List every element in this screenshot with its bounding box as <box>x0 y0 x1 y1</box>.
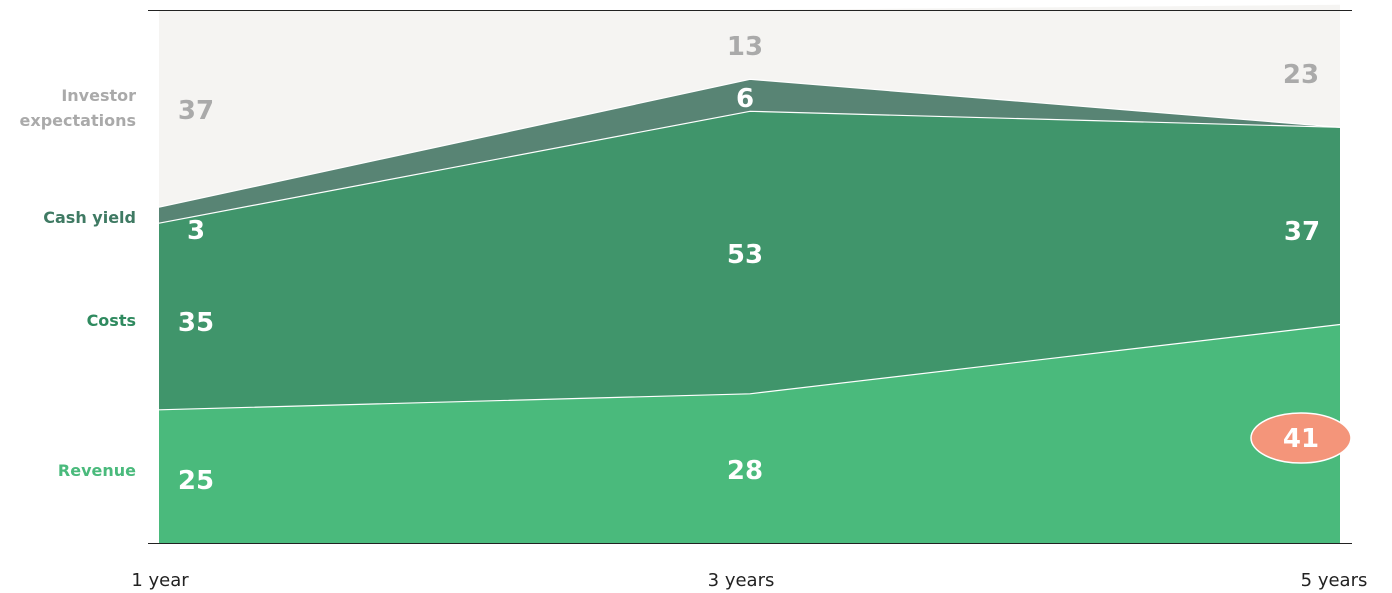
data-label-cash-yield-1: 6 <box>736 84 754 114</box>
series-label-costs: Costs <box>87 311 136 330</box>
area-layer <box>159 4 1340 543</box>
data-label-costs-1: 53 <box>727 240 763 270</box>
boundary-costs <box>158 110 1341 224</box>
series-labels: Revenue Costs Cash yield Investor expectatio… <box>20 86 137 480</box>
x-axis-ticks: 1 year 3 years 5 years <box>131 570 1367 591</box>
data-labels: 25 28 41 35 53 37 3 6 37 13 23 <box>178 32 1352 496</box>
data-label-revenue-1: 28 <box>727 456 763 486</box>
data-label-investor-expectations-1: 13 <box>727 32 763 62</box>
area-cash-yield <box>159 79 1340 224</box>
data-label-investor-expectations-2: 23 <box>1283 60 1319 90</box>
series-label-cash-yield: Cash yield <box>43 208 136 227</box>
area-revenue <box>159 324 1340 543</box>
x-tick-label: 1 year <box>131 570 189 591</box>
boundary-revenue <box>158 323 1341 411</box>
series-label-revenue: Revenue <box>58 461 136 480</box>
area-investor-expectations <box>159 4 1340 208</box>
highlight-badge <box>1250 412 1352 464</box>
data-label-revenue-0: 25 <box>178 466 214 496</box>
data-label-costs-0: 35 <box>178 308 214 338</box>
area-costs <box>159 111 1340 410</box>
data-label-cash-yield-0: 3 <box>187 216 205 246</box>
data-label-revenue-2: 41 <box>1283 424 1319 454</box>
boundary-lines <box>158 78 1341 411</box>
data-label-investor-expectations-0: 37 <box>178 96 214 126</box>
boundary-cash-yield <box>158 78 1341 208</box>
x-tick-label: 5 years <box>1301 570 1368 591</box>
series-label-investor-expectations: Investor expectations <box>20 86 137 130</box>
data-label-costs-2: 37 <box>1284 217 1320 247</box>
x-tick-label: 3 years <box>708 570 775 591</box>
